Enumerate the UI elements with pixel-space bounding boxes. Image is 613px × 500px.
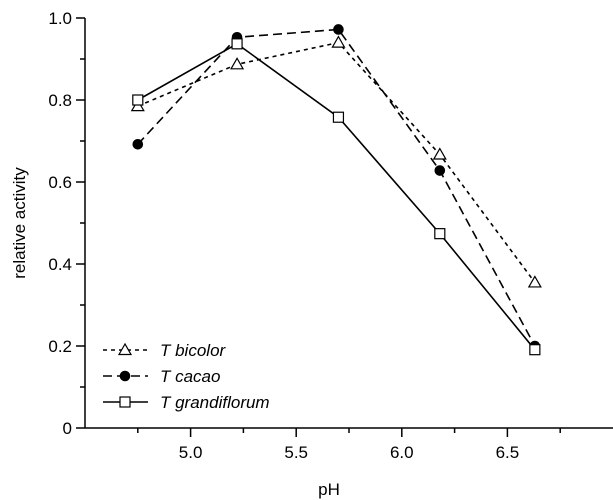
data-point-triangle-marker	[432, 147, 447, 160]
y-tick-label: 0.2	[48, 337, 72, 356]
data-point-circle-marker	[132, 138, 144, 150]
series-t-bicolor	[130, 35, 542, 288]
data-point-circle-marker	[333, 24, 344, 35]
series-line	[137, 28, 536, 347]
series-line	[137, 42, 536, 351]
y-axis-title: relative activity	[10, 167, 29, 279]
series-t-cacao	[132, 24, 541, 352]
series-line	[137, 41, 536, 283]
data-point-square-marker	[434, 228, 446, 240]
x-axis-ticks: 5.0 5.5 6.0 6.5	[137, 428, 561, 462]
legend-triangle-marker	[117, 342, 133, 356]
y-axis-ticks: 0 0.2 0.4 0.6 0.8 1.0	[48, 9, 85, 438]
series-layer	[130, 24, 542, 356]
x-axis-title: pH	[318, 480, 340, 499]
legend-item: T bicolor	[103, 341, 227, 360]
y-tick-label: 0.4	[48, 255, 72, 274]
data-point-triangle-marker	[331, 35, 346, 48]
data-point-square-marker	[231, 38, 243, 50]
legend-label: T grandiflorum	[160, 393, 270, 412]
legend-square-marker	[119, 396, 131, 408]
legend-item: T grandiflorum	[103, 393, 270, 412]
data-point-circle-marker	[434, 165, 446, 176]
legend-label: T cacao	[160, 367, 220, 386]
data-point-square-marker	[132, 94, 144, 106]
legend-label: T bicolor	[160, 341, 227, 360]
legend-item: T cacao	[103, 367, 220, 386]
x-tick-label: 5.5	[284, 443, 308, 462]
legend: T bicolor T cacao T grandiflorum	[103, 341, 270, 412]
data-point-square-marker	[529, 344, 541, 356]
legend-circle-marker	[119, 370, 131, 382]
y-tick-label: 0.6	[48, 173, 72, 192]
x-tick-label: 6.0	[390, 443, 414, 462]
x-tick-label: 5.0	[179, 443, 203, 462]
data-point-triangle-marker	[527, 275, 542, 288]
data-point-square-marker	[332, 111, 345, 123]
y-tick-label: 0	[63, 419, 72, 438]
x-tick-label: 6.5	[496, 443, 520, 462]
series-t-grandiflorum	[132, 38, 541, 356]
data-point-triangle-marker	[230, 57, 245, 70]
y-tick-label: 1.0	[48, 9, 72, 28]
y-tick-label: 0.8	[48, 91, 72, 110]
